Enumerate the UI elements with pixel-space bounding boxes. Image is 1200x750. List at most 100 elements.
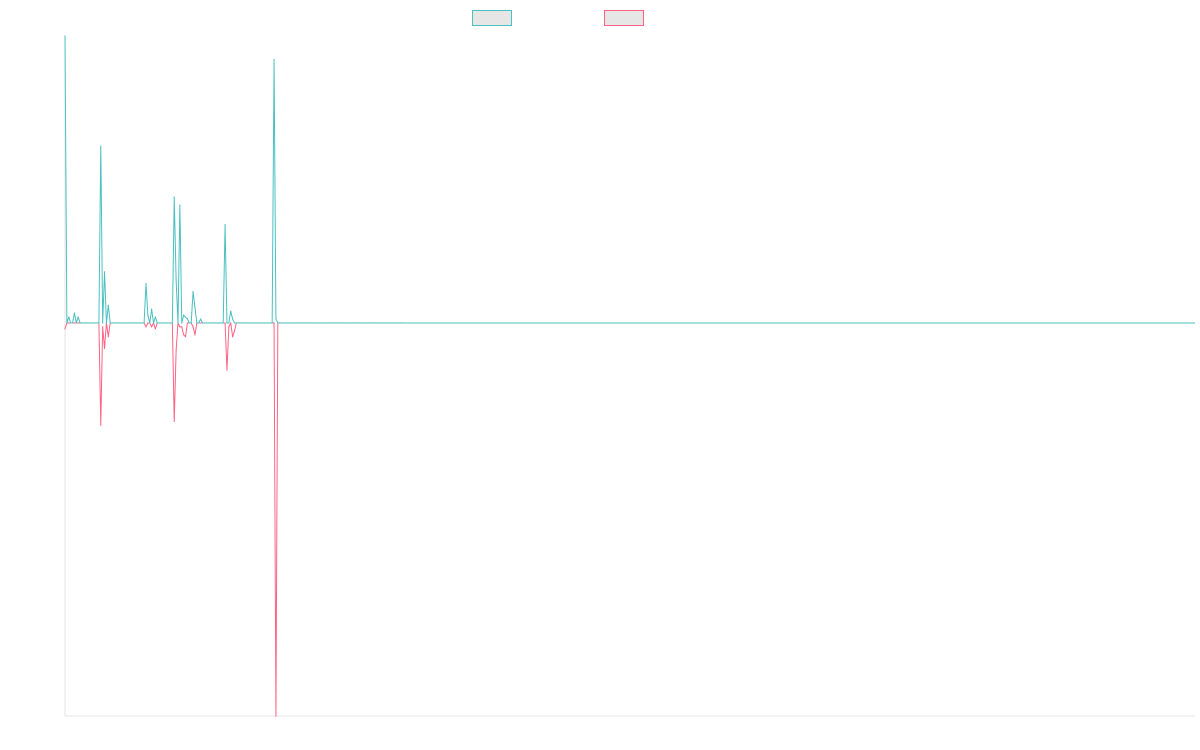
series-1-point[interactable] xyxy=(228,322,230,324)
series-1-point[interactable] xyxy=(218,322,221,324)
series-1-point[interactable] xyxy=(369,322,371,324)
series-2-point[interactable] xyxy=(232,336,234,338)
series-1-point[interactable] xyxy=(211,322,213,324)
series-1-point[interactable] xyxy=(152,322,155,324)
series-1-point[interactable] xyxy=(188,322,190,324)
series-1-point[interactable] xyxy=(198,322,200,324)
series-1-point[interactable] xyxy=(264,322,266,324)
series-1-point[interactable] xyxy=(345,322,347,324)
series-1-point[interactable] xyxy=(154,316,156,318)
series-1-point[interactable] xyxy=(115,322,117,324)
series-1-point[interactable] xyxy=(354,322,356,324)
series-2-point[interactable] xyxy=(102,326,104,328)
series-1-point[interactable] xyxy=(269,322,271,324)
series-2-point[interactable] xyxy=(186,322,189,324)
series-1-point[interactable] xyxy=(147,314,149,316)
series-1-point[interactable] xyxy=(102,322,104,324)
series-1-point[interactable] xyxy=(395,322,398,324)
series-1-point[interactable] xyxy=(149,322,151,324)
series-1-point[interactable] xyxy=(120,322,123,324)
series-1-point[interactable] xyxy=(241,322,243,324)
series-2-point[interactable] xyxy=(226,369,228,371)
series-1-point[interactable] xyxy=(277,322,279,324)
series-1-point[interactable] xyxy=(128,322,130,324)
series-1-point[interactable] xyxy=(135,322,138,324)
series-1-point[interactable] xyxy=(209,322,211,324)
series-1-point[interactable] xyxy=(171,322,173,324)
series-1-point[interactable] xyxy=(186,318,189,320)
series-1-point[interactable] xyxy=(122,322,124,324)
series-1-point[interactable] xyxy=(166,322,168,324)
series-1-point[interactable] xyxy=(333,322,335,324)
series-1-point[interactable] xyxy=(130,322,132,324)
series-1-point[interactable] xyxy=(292,322,294,324)
series-2-point[interactable] xyxy=(147,322,149,324)
series-1-point[interactable] xyxy=(203,322,205,324)
series-1-point[interactable] xyxy=(328,322,330,324)
series-1-point[interactable] xyxy=(254,322,256,324)
series-2-point[interactable] xyxy=(154,328,156,330)
series-2-point[interactable] xyxy=(200,322,202,324)
series-2-point[interactable] xyxy=(273,322,275,324)
series-1-point[interactable] xyxy=(200,318,202,320)
series-1-point[interactable] xyxy=(252,322,254,324)
series-2-point[interactable] xyxy=(183,334,185,336)
series-1-point[interactable] xyxy=(373,322,375,324)
series-1-point[interactable] xyxy=(207,322,209,324)
series-1-point[interactable] xyxy=(192,290,194,293)
series-1-point[interactable] xyxy=(196,322,198,324)
series-1-point[interactable] xyxy=(384,322,386,324)
series-1-point[interactable] xyxy=(232,318,234,320)
series-1-point[interactable] xyxy=(167,322,170,324)
series-1-point[interactable] xyxy=(169,322,172,324)
series-1-point[interactable] xyxy=(337,322,339,324)
series-1-point[interactable] xyxy=(377,322,379,324)
series-1-point[interactable] xyxy=(397,322,399,324)
series-1-point[interactable] xyxy=(162,322,164,324)
series-2-point[interactable] xyxy=(194,334,196,336)
series-1-point[interactable] xyxy=(96,322,98,324)
series-1-point[interactable] xyxy=(262,322,264,324)
series-2-point[interactable] xyxy=(224,322,226,324)
series-1-point[interactable] xyxy=(143,322,145,324)
series-1-point[interactable] xyxy=(134,322,136,324)
series-1-point[interactable] xyxy=(256,322,258,324)
series-1-point[interactable] xyxy=(184,316,187,318)
series-1-point[interactable] xyxy=(245,322,247,324)
series-1-point[interactable] xyxy=(237,322,239,324)
series-2-point[interactable] xyxy=(275,715,277,717)
series-1-point[interactable] xyxy=(313,322,315,324)
series-1-point[interactable] xyxy=(309,322,311,324)
series-1-point[interactable] xyxy=(290,322,292,324)
series-1-point[interactable] xyxy=(215,322,217,324)
series-1-point[interactable] xyxy=(380,322,382,324)
series-1-point[interactable] xyxy=(222,322,224,324)
legend-item-series-1[interactable] xyxy=(472,9,518,27)
series-1-point[interactable] xyxy=(201,322,204,324)
series-1-point[interactable] xyxy=(294,322,296,324)
series-1-point[interactable] xyxy=(160,322,162,324)
series-1-point[interactable] xyxy=(346,322,349,324)
series-1-point[interactable] xyxy=(139,322,141,324)
series-2-point[interactable] xyxy=(68,322,70,324)
series-1-point[interactable] xyxy=(286,322,288,324)
series-1-point[interactable] xyxy=(64,35,66,37)
series-1-point[interactable] xyxy=(247,322,249,324)
series-1-point[interactable] xyxy=(273,58,275,61)
series-1-point[interactable] xyxy=(70,322,72,324)
series-1-point[interactable] xyxy=(183,314,185,316)
series-1-point[interactable] xyxy=(375,322,377,324)
series-1-point[interactable] xyxy=(190,322,192,324)
series-1-point[interactable] xyxy=(303,322,305,324)
series-1-point[interactable] xyxy=(164,322,166,324)
series-line-1[interactable] xyxy=(64,35,1195,324)
series-1-point[interactable] xyxy=(79,322,81,324)
series-1-point[interactable] xyxy=(145,283,147,285)
series-1-point[interactable] xyxy=(216,322,219,324)
series-1-point[interactable] xyxy=(226,322,228,324)
series-1-point[interactable] xyxy=(282,322,285,324)
series-1-point[interactable] xyxy=(320,322,322,324)
series-1-point[interactable] xyxy=(132,322,134,324)
series-1-point[interactable] xyxy=(393,322,396,324)
series-1-point[interactable] xyxy=(100,145,102,147)
